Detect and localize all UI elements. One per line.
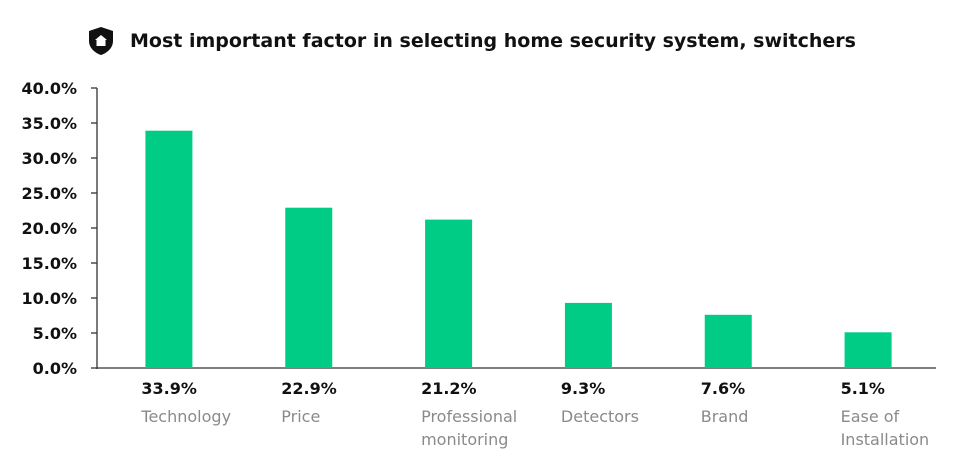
bar	[285, 207, 333, 368]
y-tick-label: 0.0%	[33, 359, 77, 378]
category-label: Professional monitoring	[421, 407, 517, 449]
y-tick-label: 20.0%	[21, 219, 77, 238]
category-label: Detectors	[561, 407, 639, 426]
bar-value-label: 21.2%	[421, 379, 477, 398]
bar-value-label: 9.3%	[561, 379, 605, 398]
bar	[145, 130, 193, 368]
y-tick-label: 10.0%	[21, 289, 77, 308]
y-tick-label: 25.0%	[21, 184, 77, 203]
bar	[844, 332, 892, 368]
chart-title: Most important factor in selecting home …	[130, 30, 856, 52]
chart-header: Most important factor in selecting home …	[88, 26, 856, 56]
category-label: Brand	[701, 407, 749, 426]
bar-value-label: 22.9%	[281, 379, 337, 398]
category-label: Ease of Installation	[841, 407, 930, 449]
category-label: Price	[281, 407, 320, 426]
y-tick-label: 35.0%	[21, 114, 77, 133]
bar	[425, 219, 473, 368]
bar	[564, 302, 612, 368]
y-tick-label: 5.0%	[33, 324, 77, 343]
bar-value-label: 5.1%	[841, 379, 885, 398]
bar	[704, 314, 752, 368]
bar-value-label: 33.9%	[141, 379, 197, 398]
y-tick-label: 30.0%	[21, 149, 77, 168]
bar-value-label: 7.6%	[701, 379, 745, 398]
y-tick-label: 40.0%	[21, 79, 77, 98]
shield-home-icon	[89, 27, 113, 55]
y-tick-label: 15.0%	[21, 254, 77, 273]
category-label: Technology	[140, 407, 231, 426]
